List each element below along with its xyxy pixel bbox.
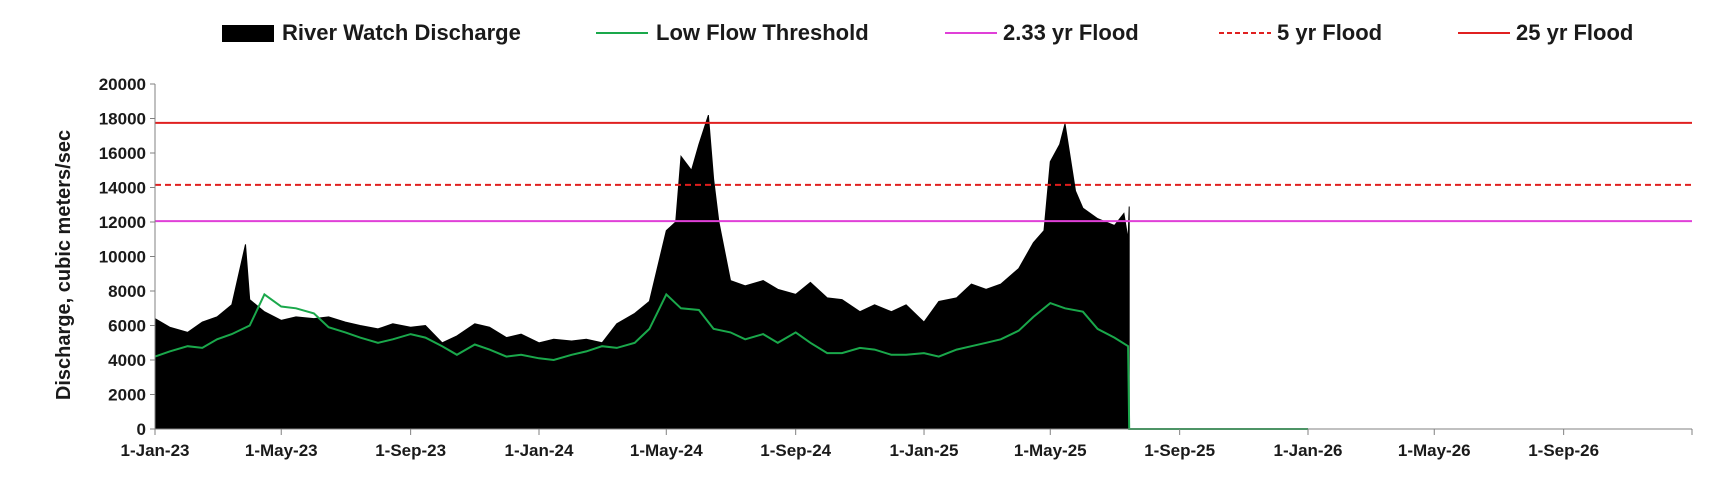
x-tick-label: 1-Jan-25	[890, 441, 959, 460]
y-tick-label: 4000	[108, 351, 146, 370]
y-tick-label: 18000	[99, 110, 146, 129]
discharge-area	[154, 114, 1130, 430]
y-tick-label: 0	[137, 420, 146, 439]
x-tick-label: 1-Jan-26	[1274, 441, 1343, 460]
legend-label-low-flow: Low Flow Threshold	[656, 20, 869, 45]
x-tick-label: 1-Sep-24	[760, 441, 831, 460]
legend: River Watch Discharge Low Flow Threshold…	[222, 20, 1633, 45]
x-tick-label: 1-May-23	[245, 441, 318, 460]
y-tick-label: 2000	[108, 386, 146, 405]
x-tick-label: 1-Sep-23	[375, 441, 446, 460]
x-tick-label: 1-May-25	[1014, 441, 1087, 460]
x-tick-label: 1-May-24	[630, 441, 703, 460]
y-tick-label: 6000	[108, 317, 146, 336]
y-tick-label: 20000	[99, 75, 146, 94]
x-tick-label: 1-Jan-23	[121, 441, 190, 460]
legend-item-discharge: River Watch Discharge	[222, 20, 521, 45]
y-tick-label: 12000	[99, 213, 146, 232]
legend-label-flood-25: 25 yr Flood	[1516, 20, 1633, 45]
y-tick-label: 8000	[108, 282, 146, 301]
legend-label-flood-5: 5 yr Flood	[1277, 20, 1382, 45]
y-tick-label: 16000	[99, 144, 146, 163]
legend-item-flood-5: 5 yr Flood	[1219, 20, 1382, 45]
low-flow-line	[154, 292, 1308, 430]
x-tick-label: 1-Jan-24	[504, 441, 574, 460]
plot-area: 0 2000 4000 6000 8000 10000 12000 14000 16000 180…	[99, 75, 1693, 460]
y-tick-label: 14000	[99, 179, 146, 198]
y-axis-title: Discharge, cubic meters/sec	[53, 130, 75, 400]
legend-label-discharge: River Watch Discharge	[282, 20, 521, 45]
x-tick-label: 1-Sep-25	[1144, 441, 1215, 460]
legend-item-low-flow: Low Flow Threshold	[596, 20, 869, 45]
legend-item-flood-25: 25 yr Flood	[1458, 20, 1633, 45]
x-tick-label: 1-Sep-26	[1528, 441, 1599, 460]
x-tick-label: 1-May-26	[1398, 441, 1471, 460]
y-tick-label: 10000	[99, 248, 146, 267]
legend-item-flood-233: 2.33 yr Flood	[945, 20, 1139, 45]
legend-label-flood-233: 2.33 yr Flood	[1003, 20, 1139, 45]
legend-swatch-discharge	[222, 25, 274, 42]
